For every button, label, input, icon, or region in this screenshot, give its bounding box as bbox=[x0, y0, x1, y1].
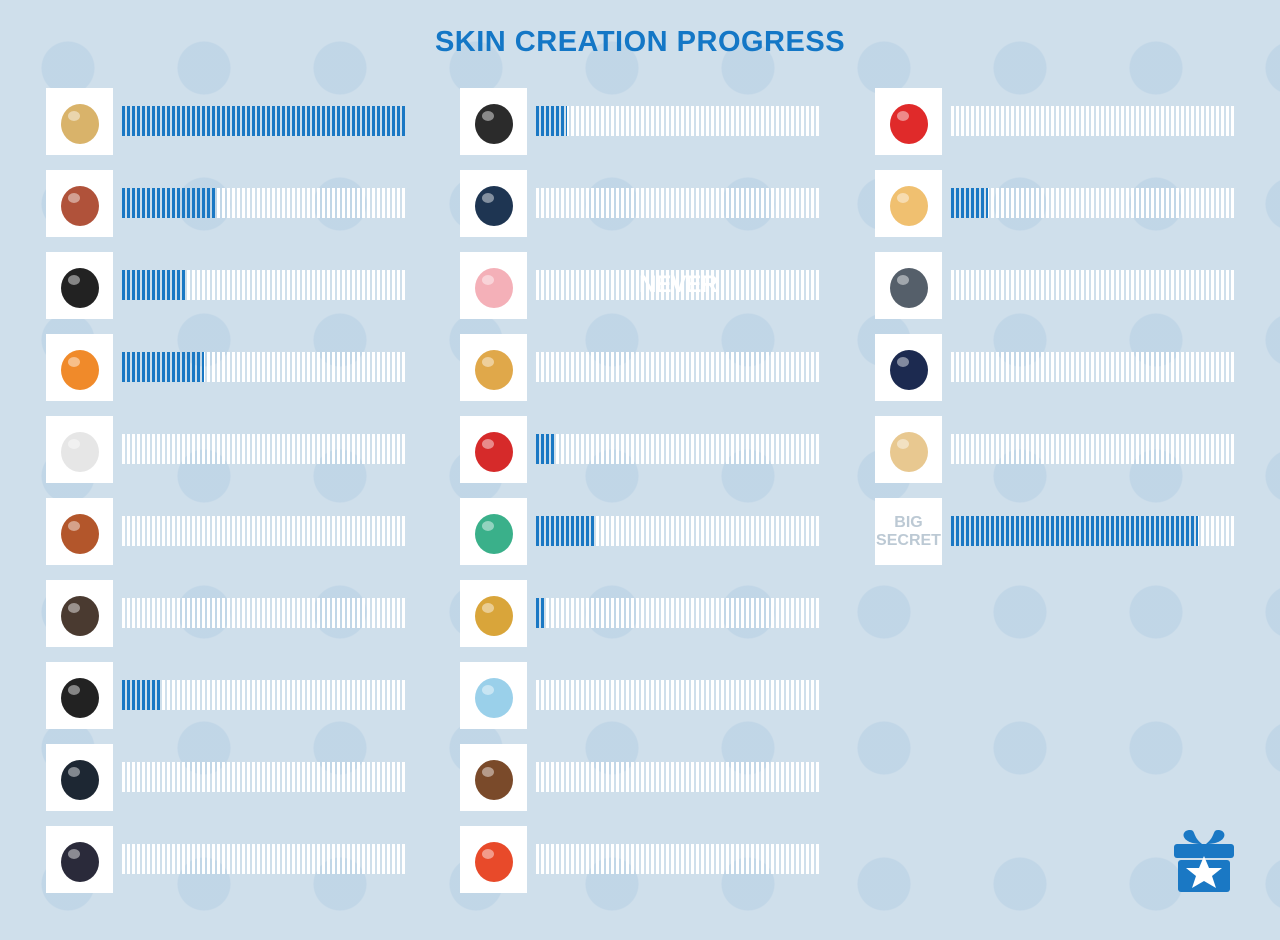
progress-fill bbox=[536, 598, 545, 628]
skin-icon bbox=[875, 334, 942, 401]
skin-icon bbox=[46, 170, 113, 237]
skin-picture bbox=[60, 267, 99, 308]
skin-picture bbox=[60, 349, 99, 390]
progress-track bbox=[536, 844, 820, 874]
skin-icon bbox=[46, 826, 113, 893]
skin-icon bbox=[460, 826, 527, 893]
skin-icon bbox=[460, 416, 527, 483]
progress-track bbox=[536, 352, 820, 382]
progress-track bbox=[122, 598, 406, 628]
skin-picture bbox=[889, 103, 928, 144]
progress-fill bbox=[122, 352, 205, 382]
skin-picture bbox=[474, 185, 513, 226]
skin-picture bbox=[60, 513, 99, 554]
skin-icon bbox=[875, 170, 942, 237]
progress-fill bbox=[122, 188, 216, 218]
progress-overlay: NEVER bbox=[639, 271, 718, 298]
progress-fill bbox=[122, 270, 188, 300]
skin-icon bbox=[46, 88, 113, 155]
progress-track bbox=[122, 516, 406, 546]
skin-picture bbox=[60, 677, 99, 718]
skin-picture bbox=[474, 677, 513, 718]
skin-icon bbox=[46, 744, 113, 811]
skin-picture bbox=[60, 595, 99, 636]
progress-track bbox=[536, 516, 820, 546]
skin-picture bbox=[474, 841, 513, 882]
skin-icon bbox=[460, 744, 527, 811]
skin-picture bbox=[474, 267, 513, 308]
skin-icon bbox=[46, 334, 113, 401]
skin-icon bbox=[46, 662, 113, 729]
skin-icon bbox=[875, 88, 942, 155]
skin-picture bbox=[60, 103, 99, 144]
gift-button[interactable] bbox=[1172, 826, 1236, 894]
skin-picture bbox=[60, 841, 99, 882]
icon-text: BIG bbox=[894, 513, 923, 531]
progress-track bbox=[536, 188, 820, 218]
skin-icon: BIG SECRET bbox=[875, 498, 942, 565]
progress-fill bbox=[536, 106, 568, 136]
progress-track bbox=[122, 270, 406, 300]
skin-icon bbox=[46, 252, 113, 319]
skin-picture bbox=[474, 513, 513, 554]
skin-picture bbox=[889, 431, 928, 472]
skin-icon bbox=[875, 416, 942, 483]
skin-picture bbox=[889, 267, 928, 308]
skin-picture bbox=[474, 759, 513, 800]
skin-picture bbox=[474, 349, 513, 390]
skin-icon bbox=[460, 498, 527, 565]
skin-icon bbox=[875, 252, 942, 319]
skin-icon bbox=[460, 170, 527, 237]
progress-track bbox=[951, 352, 1235, 382]
skin-picture bbox=[60, 431, 99, 472]
skin-icon bbox=[46, 580, 113, 647]
skin-picture bbox=[889, 349, 928, 390]
skin-picture bbox=[474, 431, 513, 472]
skin-picture bbox=[474, 103, 513, 144]
skin-icon bbox=[460, 580, 527, 647]
skin-picture bbox=[60, 185, 99, 226]
progress-track bbox=[536, 434, 820, 464]
progress-track bbox=[951, 434, 1235, 464]
progress-track: NEVER bbox=[536, 270, 820, 300]
progress-fill bbox=[536, 516, 596, 546]
progress-track bbox=[122, 680, 406, 710]
progress-track bbox=[536, 106, 820, 136]
progress-track bbox=[122, 352, 406, 382]
progress-track bbox=[122, 762, 406, 792]
skin-icon bbox=[46, 416, 113, 483]
skin-picture bbox=[60, 759, 99, 800]
progress-fill bbox=[122, 106, 406, 136]
progress-fill bbox=[951, 516, 1199, 546]
title: SKIN CREATION PROGRESS bbox=[434, 26, 846, 58]
progress-track bbox=[951, 516, 1235, 546]
icon-text: SECRET bbox=[876, 531, 941, 549]
skin-icon bbox=[46, 498, 113, 565]
skin-icon bbox=[460, 252, 527, 319]
progress-track bbox=[951, 188, 1235, 218]
progress-track bbox=[122, 188, 406, 218]
progress-track bbox=[536, 762, 820, 792]
skin-icon bbox=[460, 662, 527, 729]
skin-picture bbox=[474, 595, 513, 636]
progress-fill bbox=[951, 188, 988, 218]
skin-icon bbox=[460, 88, 527, 155]
progress-track bbox=[122, 106, 406, 136]
progress-track bbox=[951, 106, 1235, 136]
progress-track bbox=[536, 680, 820, 710]
progress-fill bbox=[536, 434, 556, 464]
progress-track bbox=[536, 598, 820, 628]
progress-track bbox=[122, 844, 406, 874]
progress-track bbox=[951, 270, 1235, 300]
progress-track bbox=[122, 434, 406, 464]
skin-picture bbox=[889, 185, 928, 226]
skin-icon bbox=[460, 334, 527, 401]
progress-fill bbox=[122, 680, 162, 710]
